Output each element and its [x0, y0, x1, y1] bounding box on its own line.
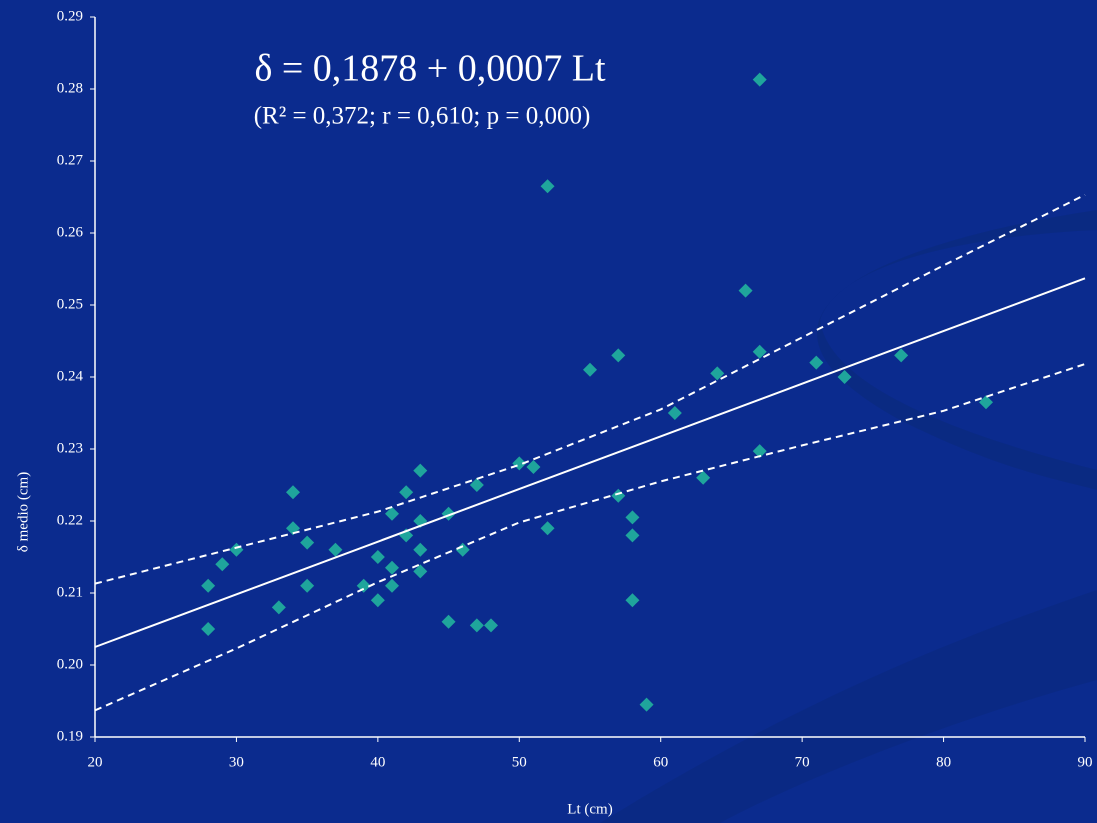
point [540, 521, 555, 536]
point [625, 510, 640, 525]
chart-title: δ = 0,1878 + 0,0007 Lt [254, 48, 605, 90]
point [837, 370, 852, 384]
y-tick-label: 0.23 [57, 440, 83, 456]
y-tick-label: 0.26 [57, 224, 84, 240]
point [215, 557, 230, 572]
chart-subtitle: (R² = 0,372; r = 0,610; p = 0,000) [254, 103, 591, 130]
y-tick-label: 0.20 [57, 656, 83, 672]
y-axis-label: δ medio (cm) [15, 472, 31, 552]
x-tick-label: 40 [370, 754, 385, 770]
x-tick-label: 90 [1078, 754, 1093, 770]
point [413, 463, 428, 478]
point [201, 578, 216, 593]
point [413, 564, 428, 579]
y-tick-label: 0.19 [57, 728, 83, 744]
point [484, 618, 498, 633]
x-tick-label: 60 [653, 754, 668, 770]
point [738, 283, 753, 298]
point [370, 550, 385, 564]
point [625, 528, 640, 543]
point [752, 344, 767, 359]
point [385, 506, 399, 521]
point [526, 460, 541, 474]
point [583, 362, 597, 377]
point [201, 622, 216, 636]
x-tick-label: 50 [512, 754, 527, 770]
point [271, 600, 286, 615]
point [540, 179, 555, 194]
point [385, 578, 399, 593]
point [370, 593, 385, 608]
point [979, 395, 993, 410]
point [413, 542, 428, 557]
y-tick-label: 0.24 [57, 368, 84, 384]
confidence-band [94, 363, 1086, 712]
point [399, 485, 414, 500]
x-tick-label: 80 [936, 754, 951, 770]
point [286, 485, 300, 500]
point [752, 444, 767, 459]
decor [817, 210, 1097, 490]
point [639, 697, 654, 712]
point [667, 406, 682, 420]
x-axis-label: Lt (cm) [567, 801, 612, 817]
y-tick-label: 0.28 [57, 80, 83, 96]
point [710, 366, 725, 381]
point [752, 72, 767, 87]
y-tick-label: 0.21 [57, 584, 83, 600]
x-tick-label: 30 [229, 754, 244, 770]
x-tick-label: 20 [88, 754, 103, 770]
point [469, 618, 484, 633]
regression-line [94, 277, 1086, 648]
y-tick-label: 0.29 [57, 8, 83, 24]
point [611, 348, 626, 363]
point [894, 348, 909, 363]
point [356, 578, 371, 593]
confidence-band [94, 193, 1086, 585]
point [300, 535, 315, 550]
point [696, 470, 711, 485]
x-tick-label: 70 [795, 754, 810, 770]
y-tick-label: 0.25 [57, 296, 83, 312]
y-tick-label: 0.27 [57, 152, 84, 168]
point [385, 560, 399, 575]
point [809, 355, 824, 370]
point [469, 478, 484, 492]
point [328, 542, 343, 557]
decor [600, 590, 1097, 823]
point [441, 614, 456, 629]
point [455, 542, 470, 557]
point [625, 593, 640, 608]
point [300, 578, 315, 593]
y-tick-label: 0.22 [57, 512, 83, 528]
